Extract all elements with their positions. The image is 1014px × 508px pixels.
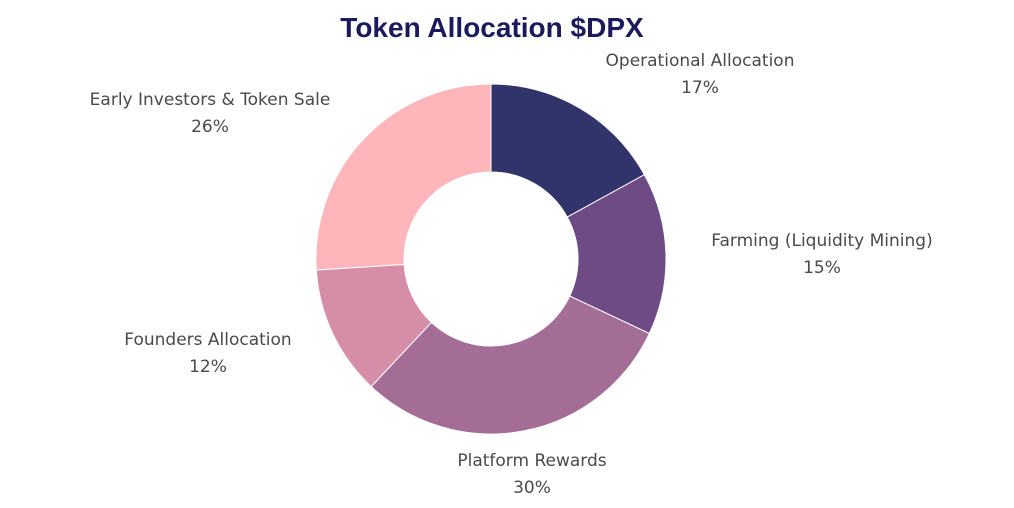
slices-group (315, 83, 667, 435)
slice-early-investors-token-sale (315, 83, 492, 271)
slice-label: Platform Rewards (457, 451, 606, 471)
slice-label: Early Investors & Token Sale (90, 90, 331, 110)
slice-value-label: 26% (191, 117, 229, 137)
slice-value-label: 15% (803, 258, 841, 278)
slice-label: Farming (Liquidity Mining) (711, 231, 932, 251)
slice-value-label: 17% (681, 78, 719, 98)
labels-group: Operational Allocation 17% Farming (Liquid… (90, 51, 933, 498)
slice-platform-rewards (370, 295, 651, 435)
chart-title: Token Allocation $DPX (340, 12, 644, 43)
slice-label: Founders Allocation (124, 330, 291, 350)
slice-value-label: 12% (189, 357, 227, 377)
slice-value-label: 30% (513, 478, 551, 498)
slice-operational-allocation (490, 83, 646, 218)
slice-label: Operational Allocation (606, 51, 795, 71)
